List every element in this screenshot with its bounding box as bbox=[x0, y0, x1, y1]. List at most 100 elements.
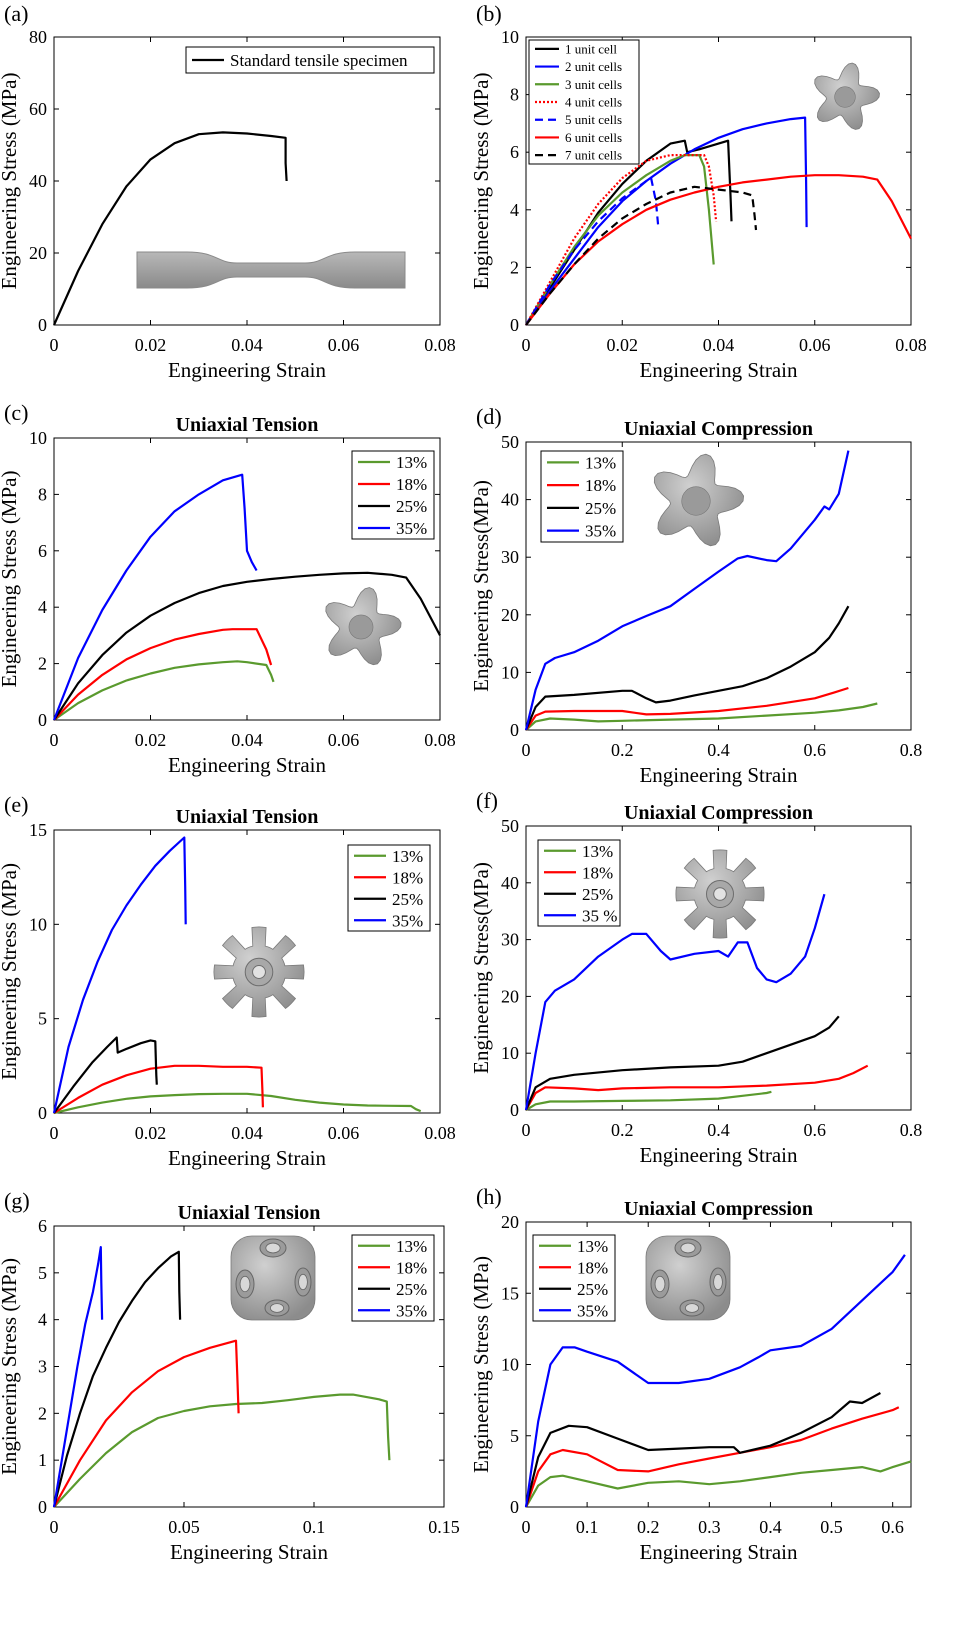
legend: 13% 18% 25% 35% bbox=[540, 450, 624, 543]
x-tick-label: 0.04 bbox=[703, 335, 735, 355]
legend: Standard tensile specimen bbox=[185, 46, 435, 74]
x-tick-label: 0.2 bbox=[637, 1517, 660, 1537]
x-tick-label: 0.8 bbox=[900, 1120, 923, 1140]
x-tick-label: 0.8 bbox=[900, 740, 923, 760]
y-tick-label: 50 bbox=[501, 432, 519, 452]
x-tick-label: 0.6 bbox=[804, 740, 827, 760]
chart-title: Uniaxial Compression bbox=[624, 1198, 813, 1220]
legend: 1 unit cell 2 unit cells 3 unit cells 4 uni… bbox=[528, 39, 640, 165]
y-tick-label: 15 bbox=[29, 820, 47, 840]
y-axis-label: Engineering Stress (MPa) bbox=[0, 1258, 21, 1475]
x-tick-label: 0.06 bbox=[328, 730, 360, 750]
series-line-35- bbox=[52, 836, 187, 1114]
x-tick-label: 0.08 bbox=[424, 335, 456, 355]
legend-entry-label: 35 % bbox=[582, 906, 617, 925]
chart-panel-g: 0 0.05 0.1 0.15 0 1 2 3 4 5 6 Engineering Strain Eng… bbox=[0, 1188, 460, 1564]
legend-entry-label: 18% bbox=[577, 1258, 608, 1277]
series-line-35- bbox=[524, 893, 826, 1111]
legend-entry-label: 25% bbox=[396, 497, 427, 516]
x-tick-label: 0.4 bbox=[707, 740, 730, 760]
legend-entry-label: 35% bbox=[585, 522, 616, 541]
chart-panel-d: 0 0.2 0.4 0.6 0.8 0 10 20 30 40 50 Engineering Stra… bbox=[469, 404, 922, 787]
legend-entry-label: 2 unit cells bbox=[565, 59, 622, 74]
x-tick-label: 0 bbox=[50, 730, 59, 750]
x-tick-label: 0 bbox=[522, 1517, 531, 1537]
y-tick-label: 6 bbox=[510, 142, 519, 162]
y-tick-label: 1 bbox=[38, 1450, 47, 1470]
x-tick-label: 0.04 bbox=[231, 1123, 263, 1143]
y-tick-label: 60 bbox=[29, 99, 47, 119]
legend-entry-label: 18% bbox=[585, 476, 616, 495]
series-line-18- bbox=[53, 1064, 264, 1114]
y-tick-label: 8 bbox=[510, 85, 519, 105]
panel-label: (b) bbox=[476, 1, 502, 26]
legend-entry-label: 35% bbox=[396, 1301, 427, 1320]
chart-panel-f: 0 0.2 0.4 0.6 0.8 0 10 20 30 40 50 Engineering Stra… bbox=[469, 788, 922, 1167]
x-tick-label: 0.04 bbox=[231, 730, 263, 750]
y-tick-label: 15 bbox=[501, 1283, 519, 1303]
y-tick-label: 10 bbox=[501, 27, 519, 47]
series-line-35- bbox=[524, 450, 850, 731]
y-tick-label: 10 bbox=[501, 1043, 519, 1063]
y-tick-label: 40 bbox=[29, 171, 47, 191]
y-tick-label: 5 bbox=[38, 1009, 47, 1029]
x-tick-label: 0.3 bbox=[698, 1517, 721, 1537]
x-tick-label: 0.02 bbox=[135, 1123, 167, 1143]
legend-entry-label: 13% bbox=[582, 842, 613, 861]
x-tick-label: 0.1 bbox=[576, 1517, 599, 1537]
panel-label: (d) bbox=[476, 404, 502, 429]
chart-title: Uniaxial Tension bbox=[176, 414, 319, 436]
legend-entry-label: 35% bbox=[577, 1301, 608, 1320]
series-line-13- bbox=[525, 702, 878, 731]
x-tick-label: 0.06 bbox=[328, 1123, 360, 1143]
y-tick-label: 40 bbox=[501, 873, 519, 893]
legend-entry-label: 1 unit cell bbox=[565, 41, 617, 56]
series-line-4-unit-cells bbox=[525, 154, 718, 326]
x-tick-label: 0.1 bbox=[303, 1517, 326, 1537]
legend-box bbox=[351, 1234, 435, 1322]
legend-entry-label: 3 unit cells bbox=[565, 77, 622, 92]
legend-box bbox=[540, 450, 624, 543]
x-tick-label: 0 bbox=[522, 1120, 531, 1140]
series-line-25- bbox=[53, 571, 441, 721]
x-tick-label: 0 bbox=[522, 335, 531, 355]
chart-panel-e: 0 0.02 0.04 0.06 0.08 0 5 10 15 Engineering Strai… bbox=[0, 792, 456, 1170]
y-tick-label: 4 bbox=[510, 200, 519, 220]
legend-entry-label: 13% bbox=[392, 847, 423, 866]
y-tick-label: 3 bbox=[38, 1357, 47, 1377]
legend-box bbox=[537, 839, 621, 927]
legend-entry-label: 13% bbox=[396, 1237, 427, 1256]
y-axis-label: Engineering Stress (MPa) bbox=[0, 73, 21, 290]
x-axis-label: Engineering Strain bbox=[168, 1146, 327, 1170]
legend: 13% 18% 25% 35% bbox=[351, 1234, 435, 1322]
legend-entry-label: 18% bbox=[396, 475, 427, 494]
y-tick-label: 0 bbox=[510, 315, 519, 335]
y-tick-label: 2 bbox=[510, 257, 519, 277]
legend-entry-label: 5 unit cells bbox=[565, 112, 622, 127]
y-tick-label: 2 bbox=[38, 654, 47, 674]
y-axis-label: Engineering Stress (MPa) bbox=[0, 471, 21, 688]
x-tick-label: 0.6 bbox=[804, 1120, 827, 1140]
series-line-7-unit-cells bbox=[525, 185, 758, 326]
legend-entry-label: 18% bbox=[392, 868, 423, 887]
legend-entry-label: 35% bbox=[392, 911, 423, 930]
series-line-13- bbox=[53, 1092, 422, 1115]
legend-entry-label: 35% bbox=[396, 519, 427, 538]
x-tick-label: 0.02 bbox=[135, 730, 167, 750]
y-tick-label: 10 bbox=[501, 1355, 519, 1375]
chart-panel-h: 0 0.1 0.2 0.3 0.4 0.5 0.6 0 5 10 15 20 Engineering S… bbox=[469, 1184, 912, 1564]
y-tick-label: 20 bbox=[501, 986, 519, 1006]
x-axis-label: Engineering Strain bbox=[639, 763, 798, 787]
y-tick-label: 20 bbox=[501, 1212, 519, 1232]
y-tick-label: 50 bbox=[501, 816, 519, 836]
x-tick-label: 0.06 bbox=[799, 335, 831, 355]
x-tick-label: 0.08 bbox=[895, 335, 927, 355]
legend-entry-label: Standard tensile specimen bbox=[230, 51, 408, 70]
series-line-13- bbox=[525, 1090, 772, 1111]
gyroid-unit-cell-inset bbox=[814, 62, 880, 130]
series-line-3-unit-cells bbox=[525, 154, 715, 326]
series-line-25- bbox=[53, 1036, 158, 1114]
y-tick-label: 10 bbox=[29, 428, 47, 448]
legend-entry-label: 25% bbox=[585, 499, 616, 518]
y-tick-label: 6 bbox=[38, 1216, 47, 1236]
